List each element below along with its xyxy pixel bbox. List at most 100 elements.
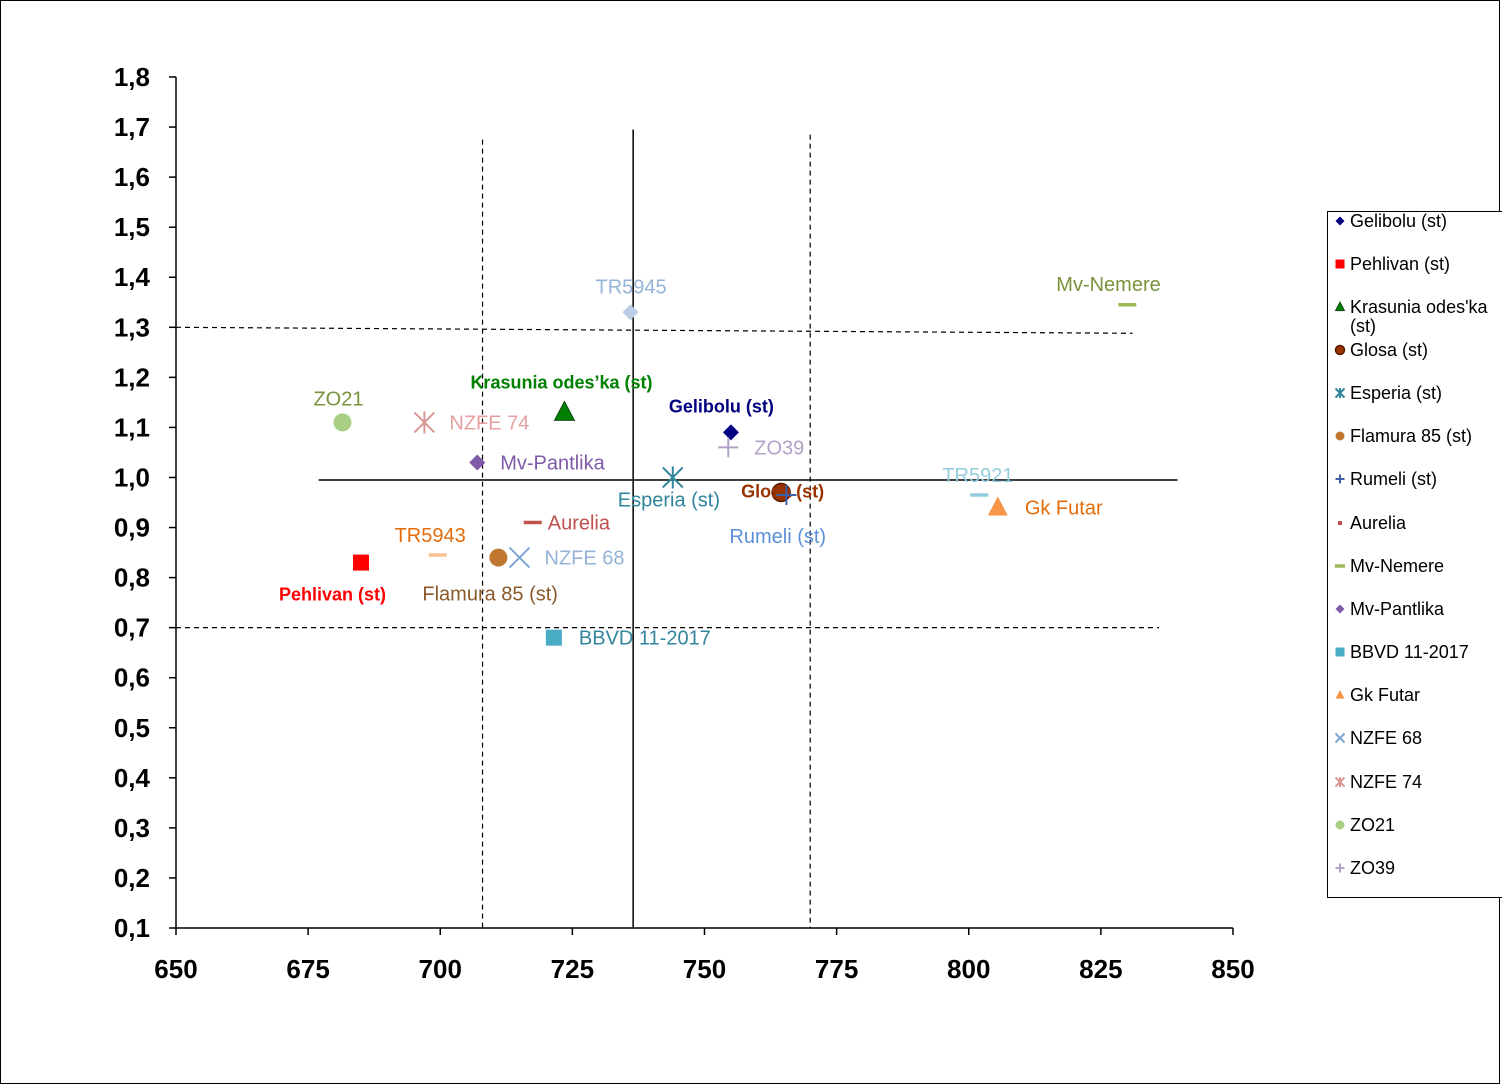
data-point: ZO39 [718,437,804,459]
point-label: ZO21 [313,388,363,410]
data-point: Gelibolu (st) [669,396,774,441]
legend-item: NZFE 68 [1334,729,1502,748]
y-tick-label: 0,4 [114,763,151,793]
legend-item: ZO21 [1334,816,1502,835]
data-point: ZO21 [313,388,364,432]
point-label: Glosa (st) [741,481,824,501]
y-tick-label: 1,6 [114,162,150,192]
data-point: Pehlivan (st) [279,554,386,605]
legend-item: BBVD 11-2017 [1334,643,1502,662]
y-tick-label: 0,6 [114,663,150,693]
point-marker [489,548,508,567]
legend-marker-icon [1334,384,1350,403]
point-marker [722,424,739,441]
point-marker [987,496,1008,516]
legend-marker-shape [1335,474,1345,484]
legend-marker-shape [1335,690,1345,699]
point-marker [333,413,352,432]
legend-marker-icon [1334,341,1350,360]
legend-label: ZO21 [1350,815,1396,835]
point-marker [622,304,639,321]
y-tick-label: 1,3 [114,312,150,342]
legend-label: Gelibolu (st) [1350,211,1448,231]
legend-marker-svg [1335,564,1345,568]
legend-label: Krasunia odes'ka (st) [1350,297,1488,336]
x-tick-label: 850 [1211,954,1254,984]
legend-label: Flamura 85 (st) [1350,426,1473,446]
data-point: TR5945 [596,276,667,321]
legend-marker-shape [1335,604,1345,614]
point-label: BBVD 11-2017 [579,628,711,650]
legend-marker-shape [1334,732,1346,744]
legend-marker-svg [1334,300,1346,312]
legend-marker-svg [1335,431,1345,441]
legend-marker-svg [1334,776,1346,788]
legend-marker-svg [1335,863,1345,873]
legend-marker-shape [1338,521,1342,525]
point-label: Krasunia odes’ka (st) [470,372,652,392]
legend-marker-icon [1334,557,1350,576]
y-tick-label: 1,5 [114,212,150,242]
data-point: BBVD 11-2017 [545,628,711,650]
point-label: ZO39 [754,437,804,459]
point-label: NZFE 74 [449,412,529,434]
legend-marker-icon [1334,514,1350,533]
point-label: NZFE 68 [545,548,625,570]
y-tick-label: 1,4 [114,262,151,292]
point-marker [718,437,739,458]
legend-marker-icon [1334,212,1350,231]
legend-marker-svg [1334,344,1346,356]
legend-marker-svg [1335,474,1345,484]
legend-item: Aurelia [1334,514,1502,533]
legend-item: Gelibolu (st) [1334,212,1502,231]
legend-marker-svg [1334,387,1346,399]
legend-marker-icon [1334,729,1350,748]
y-tick-label: 0,5 [114,713,150,743]
legend-label: ZO39 [1350,858,1396,878]
legend-marker-svg [1335,820,1345,830]
legend-label: Glosa (st) [1350,340,1429,360]
legend-marker-shape [1335,431,1345,441]
point-marker [352,554,369,571]
legend-item: Krasunia odes'ka (st) [1334,298,1502,336]
point-marker [553,400,576,421]
legend-marker-shape [1334,344,1346,356]
legend-marker-svg [1335,604,1345,614]
y-tick-label: 0,1 [114,913,150,943]
legend-marker-svg [1335,259,1345,269]
point-label: Gelibolu (st) [669,396,774,416]
chart-legend: Gelibolu (st) Pehlivan (st) Krasunia odes'… [1327,211,1502,898]
legend-marker-icon [1334,470,1350,489]
point-label: Mv-Pantlika [500,452,605,474]
legend-marker-icon [1334,600,1350,619]
legend-label: Mv-Nemere [1350,556,1445,576]
data-point: Rumeli (st) [729,484,826,548]
y-tick-label: 1,2 [114,362,150,392]
point-label: Pehlivan (st) [279,585,386,605]
point-label: Mv-Nemere [1056,274,1160,296]
dashed-y-line-high [175,326,1133,334]
legend-marker-icon [1334,773,1350,792]
legend-marker-shape [1335,863,1345,873]
legend-item: NZFE 74 [1334,773,1502,792]
legend-item: Pehlivan (st) [1334,255,1502,274]
legend-marker-svg [1335,647,1345,657]
legend-marker-shape [1334,300,1346,312]
legend-marker-icon [1334,298,1350,317]
point-label: Rumeli (st) [729,526,826,548]
legend-marker-icon [1334,816,1350,835]
legend-marker-shape [1334,776,1346,788]
x-tick-label: 650 [154,954,197,984]
legend-marker-svg [1335,216,1345,226]
point-label: Flamura 85 (st) [422,584,558,606]
legend-item: ZO39 [1334,859,1502,878]
data-point: Esperia (st) [618,466,720,511]
legend-marker-icon [1334,643,1350,662]
data-point: TR5943 [395,525,466,557]
y-tick-label: 0,8 [114,563,150,593]
point-marker [545,629,562,646]
legend-marker-shape [1335,216,1345,226]
point-marker [662,466,684,489]
legend-marker-icon [1334,686,1350,705]
y-tick-label: 0,9 [114,513,150,543]
